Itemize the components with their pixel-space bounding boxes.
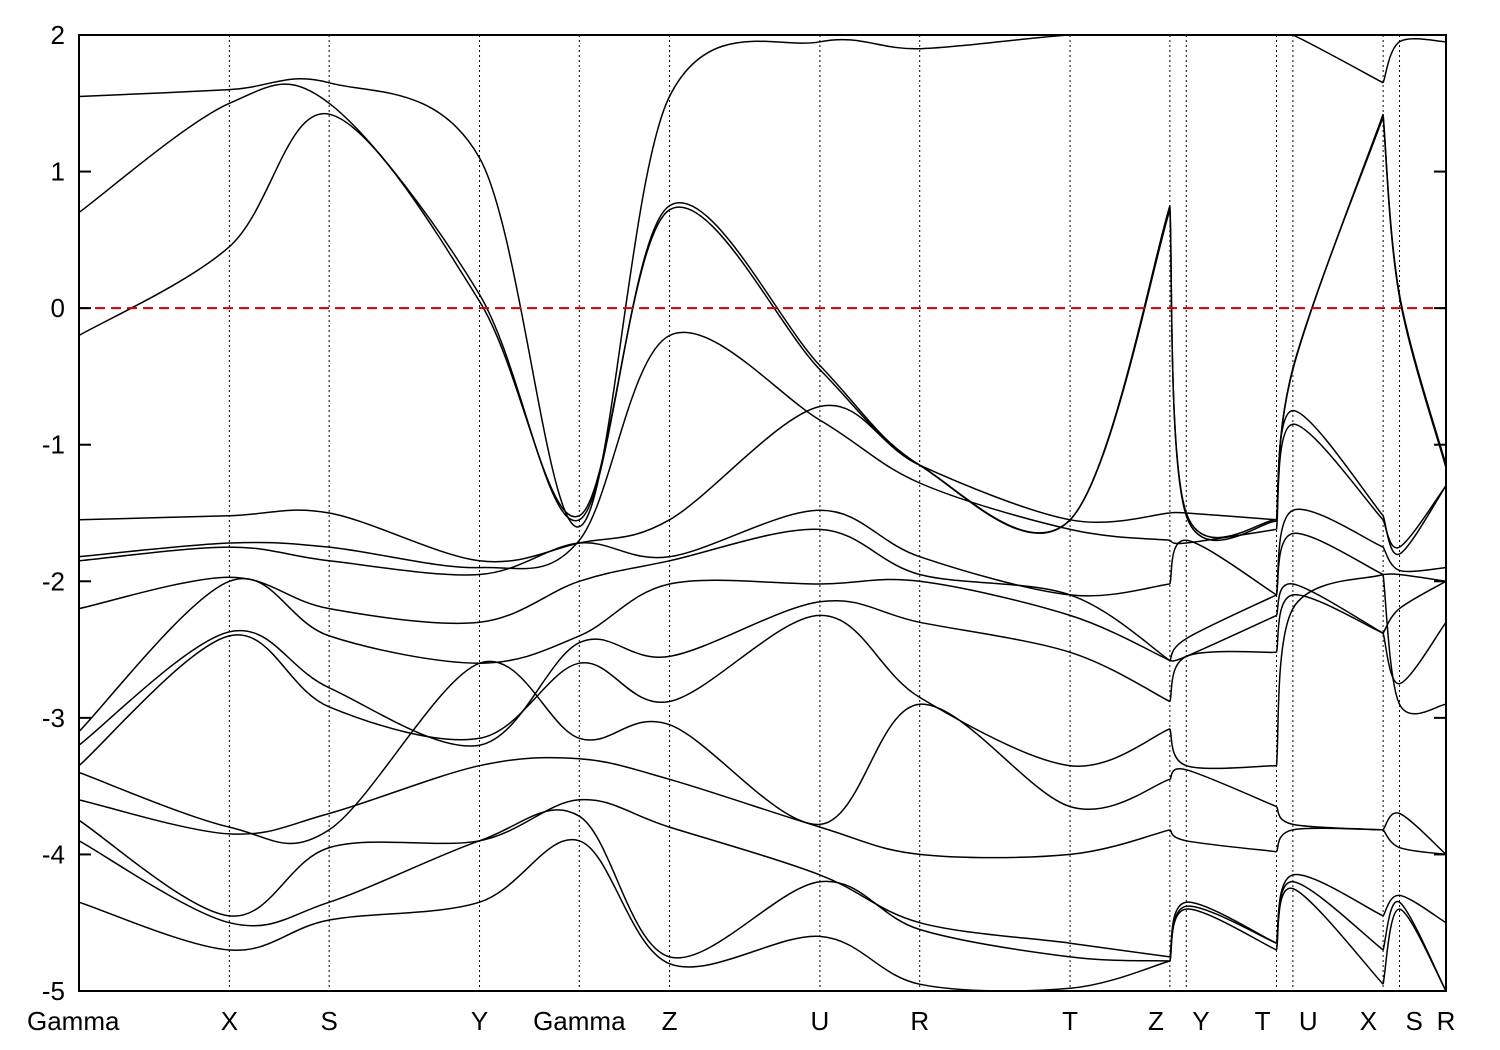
band-5-segment-2	[1169, 528, 1277, 545]
x-tick-label: Gamma	[533, 1006, 626, 1036]
x-tick-label: U	[811, 1006, 830, 1036]
band-3-segment-4	[1382, 38, 1446, 84]
y-tick-label: 0	[51, 293, 65, 323]
band-6-segment-4	[1382, 546, 1446, 573]
y-tick-label: -1	[42, 430, 65, 460]
x-tick-label: T	[1255, 1006, 1271, 1036]
band-2-segment-2	[1169, 205, 1277, 542]
band-5-segment-4	[1382, 485, 1446, 549]
band-11-segment-1	[79, 660, 1171, 845]
x-tick-label: Y	[471, 1006, 488, 1036]
band-13-segment-4	[1382, 894, 1446, 924]
band-14-segment-1	[79, 809, 1170, 962]
x-tick-label: X	[221, 1006, 238, 1036]
band-15-segment-4	[1382, 908, 1446, 991]
band-14-segment-4	[1382, 901, 1446, 991]
band-13-segment-3	[1275, 873, 1384, 944]
band-9-segment-1	[79, 600, 1171, 747]
band-8-segment-1	[79, 577, 1171, 733]
band-7-segment-1	[79, 528, 1171, 662]
band-10-segment-2	[1169, 728, 1277, 770]
band-5-segment-3	[1275, 423, 1384, 530]
x-tick-label: T	[1062, 1006, 1078, 1036]
x-tick-label: Z	[662, 1006, 678, 1036]
y-axis-ticks: -5 -4 -3 -2 -1 0 1 2	[42, 20, 1446, 1006]
x-tick-label: Gamma	[27, 1006, 120, 1036]
x-tick-label: U	[1299, 1006, 1318, 1036]
y-tick-label: -5	[42, 976, 65, 1006]
y-tick-label: -2	[42, 566, 65, 596]
band-11-segment-2	[1169, 768, 1277, 808]
x-tick-label: X	[1360, 1006, 1377, 1036]
y-tick-label: 2	[51, 20, 65, 50]
band-8-segment-4	[1382, 580, 1446, 634]
plot-frame	[78, 34, 1447, 992]
band-10-segment-4	[1382, 574, 1446, 715]
band-7-segment-3	[1275, 532, 1384, 596]
band-4-segment-4	[1382, 485, 1446, 555]
band-1-segment-1	[79, 113, 1171, 534]
band-2-segment-4	[1382, 116, 1446, 469]
band-1-segment-4	[1382, 114, 1446, 466]
band-10-segment-3	[1275, 573, 1384, 766]
x-tick-label: R	[1437, 1006, 1456, 1036]
y-tick-label: -3	[42, 703, 65, 733]
x-axis-ticks: Gamma X S Y Gamma Z U R T Z Y T U X S R	[27, 1006, 1455, 1036]
band-6-segment-1	[79, 509, 1170, 597]
band-6-segment-2	[1169, 539, 1277, 596]
high-symmetry-lines	[228, 35, 1401, 991]
band-3-segment-3	[1276, 35, 1384, 84]
band-1-segment-2	[1169, 209, 1277, 539]
band-4-segment-2	[1169, 511, 1277, 521]
band-12-segment-3	[1275, 827, 1384, 853]
band-9-segment-4	[1382, 621, 1446, 685]
band-12-segment-4	[1382, 829, 1446, 856]
band-8-segment-3	[1275, 583, 1384, 634]
y-tick-label: -4	[42, 839, 65, 869]
x-tick-label: Z	[1148, 1006, 1164, 1036]
x-tick-label: R	[910, 1006, 929, 1036]
x-tick-label: S	[1406, 1006, 1423, 1036]
band-6-segment-3	[1275, 508, 1384, 596]
band-15-segment-2	[1169, 908, 1277, 962]
band-5-segment-1	[79, 331, 1170, 570]
band-11-segment-4	[1382, 812, 1446, 855]
y-tick-label: 1	[51, 157, 65, 187]
band-9-segment-2	[1169, 650, 1277, 702]
x-tick-label: Y	[1192, 1006, 1209, 1036]
band-3-segment-1	[79, 35, 1170, 528]
band-15-segment-3	[1275, 887, 1384, 985]
band-4-segment-1	[79, 404, 1170, 563]
band-7-segment-2	[1169, 594, 1277, 661]
band-10-segment-1	[79, 614, 1171, 767]
band-9-segment-3	[1275, 594, 1384, 653]
band-12-segment-1	[79, 756, 1171, 859]
band-lines	[79, 35, 1446, 991]
x-tick-label: S	[320, 1006, 337, 1036]
band-13-segment-1	[79, 798, 1171, 958]
band-7-segment-4	[1383, 573, 1446, 583]
band-2-segment-1	[79, 83, 1171, 534]
band-12-segment-2	[1169, 829, 1277, 853]
